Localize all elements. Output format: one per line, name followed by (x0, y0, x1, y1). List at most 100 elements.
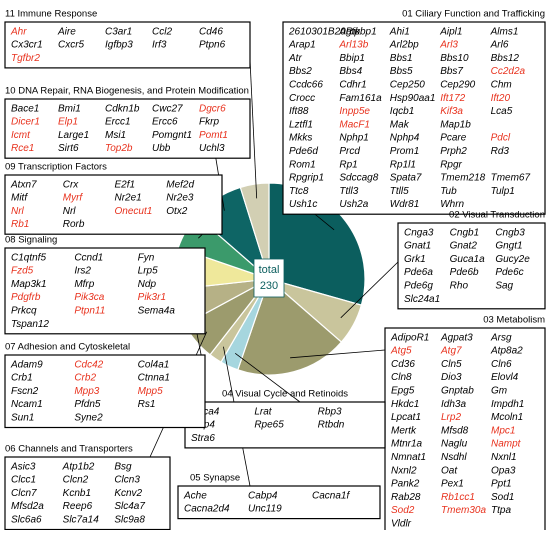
gene-label: Nrl (11, 206, 25, 217)
gene-label: Lpcat1 (391, 412, 421, 423)
gene-label: Ttll5 (390, 186, 409, 197)
gene-label: Ptpn6 (199, 40, 226, 51)
gene-label: Tmem30a (441, 505, 486, 516)
gene-label: Atr (288, 53, 302, 64)
gene-box (184, 401, 386, 449)
gene-label: Bmi1 (58, 103, 81, 114)
gene-label: Uchl3 (199, 143, 225, 154)
gene-label: Cngb1 (450, 227, 479, 238)
gene-label: Ccnd1 (74, 252, 103, 263)
gene-label: Rpe65 (254, 420, 284, 431)
gene-label: Aire (57, 26, 76, 37)
center-label: total (259, 264, 280, 276)
gene-label: Elp1 (58, 117, 78, 128)
gene-label: Nxnl1 (491, 452, 517, 463)
gene-label: Fam161a (339, 93, 382, 104)
gene-label: Sod1 (491, 492, 514, 503)
gene-label: Mfsd2a (11, 501, 44, 512)
gene-label: Cdhr1 (339, 79, 366, 90)
gene-label: Rb1 (11, 219, 29, 230)
gene-box (4, 98, 251, 159)
gene-label: Cln6 (491, 359, 512, 370)
gene-label: Nrl (63, 206, 77, 217)
gene-label: Mkks (289, 133, 312, 144)
gene-label: Cabp4 (248, 490, 278, 501)
gene-label: Cln5 (441, 359, 462, 370)
gene-label: Hsp90aa1 (390, 93, 436, 104)
gene-label: Rs1 (138, 399, 156, 410)
gene-label: Adam9 (10, 359, 43, 370)
gene-label: Col4a1 (138, 359, 170, 370)
gene-label: Nsdhl (441, 452, 467, 463)
gene-label: Bbs2 (289, 66, 312, 77)
gene-label: Tub (440, 186, 457, 197)
gene-label: Hkdc1 (391, 399, 419, 410)
gene-label: Tmem218 (440, 173, 485, 184)
gene-label: Slc9a8 (114, 514, 145, 525)
gene-label: Pde6d (289, 146, 318, 157)
gene-label: Rce1 (11, 143, 34, 154)
gene-label: Gucy2e (495, 254, 530, 265)
gene-label: 2610301B20Rik (288, 26, 361, 37)
gene-label: Fzd5 (11, 266, 34, 277)
gene-label: Bace1 (11, 103, 39, 114)
gene-label: C3ar1 (105, 26, 132, 37)
gene-label: Ndp (138, 279, 157, 290)
gene-label: Sag (495, 280, 513, 291)
gene-label: Pfdn5 (74, 399, 101, 410)
gene-label: Atxn7 (10, 179, 37, 190)
gene-box (4, 174, 223, 235)
center-total: 230 (260, 280, 278, 292)
gene-label: Cep250 (390, 79, 425, 90)
pie-slice (239, 182, 270, 280)
gene-label: Pdgfrb (11, 292, 41, 303)
gene-label: Mpp5 (138, 386, 163, 397)
gene-label: Cngb3 (495, 227, 525, 238)
gene-label: Idh3a (441, 399, 466, 410)
gene-label: Vldlr (391, 518, 412, 529)
gene-label: Cacna2d4 (184, 504, 230, 515)
gene-label: Cdc42 (74, 359, 103, 370)
gene-label: Mpc1 (491, 425, 515, 436)
gene-label: Gnat2 (450, 241, 478, 252)
gene-label: Kcnv2 (114, 488, 142, 499)
gene-label: Arap1 (288, 40, 316, 51)
gene-label: Guca1a (450, 254, 485, 265)
gene-label: Mpp3 (74, 386, 99, 397)
gene-label: Ubb (152, 143, 171, 154)
gene-label: Arl2bp (389, 40, 419, 51)
gene-box (4, 21, 251, 69)
gene-label: Rd3 (491, 146, 510, 157)
gene-label: Top2b (105, 143, 133, 154)
gene-label: MacF1 (339, 119, 370, 130)
gene-label: Ift172 (440, 93, 465, 104)
gene-label: Igfbp3 (105, 40, 133, 51)
gene-label: Dio3 (441, 372, 462, 383)
gene-label: Ush1c (289, 199, 317, 210)
gene-label: Aipl1 (439, 26, 462, 37)
gene-label: Tspan12 (11, 319, 49, 330)
gene-label: E2f1 (115, 179, 136, 190)
gene-label: Spata7 (390, 173, 422, 184)
gene-label: Bbs12 (491, 53, 520, 64)
gene-label: Iqcb1 (390, 106, 414, 117)
gene-label: Atp1b2 (62, 461, 95, 472)
group-title: 05 Synapse (190, 473, 240, 484)
gene-label: Pde6c (495, 267, 523, 278)
gene-label: Slc4a7 (114, 501, 145, 512)
gene-label: Kif3a (440, 106, 463, 117)
gene-label: Onecut1 (115, 206, 153, 217)
gene-label: Pomt1 (199, 130, 228, 141)
gene-label: Pomgnt1 (152, 130, 192, 141)
gene-label: Cacna1f (312, 490, 350, 501)
gene-label: Cep290 (440, 79, 475, 90)
gene-label: Clcn3 (114, 475, 140, 486)
gene-label: Mef2d (166, 179, 194, 190)
gene-label: Dicer1 (11, 117, 40, 128)
gene-label: Rtbdn (318, 420, 345, 431)
gene-label: Agpat3 (440, 332, 473, 343)
gene-label: Rb1cc1 (441, 492, 475, 503)
gene-label: Opa3 (491, 465, 516, 476)
gene-label: Tmem67 (491, 173, 531, 184)
gene-label: Mtnr1a (391, 439, 423, 450)
